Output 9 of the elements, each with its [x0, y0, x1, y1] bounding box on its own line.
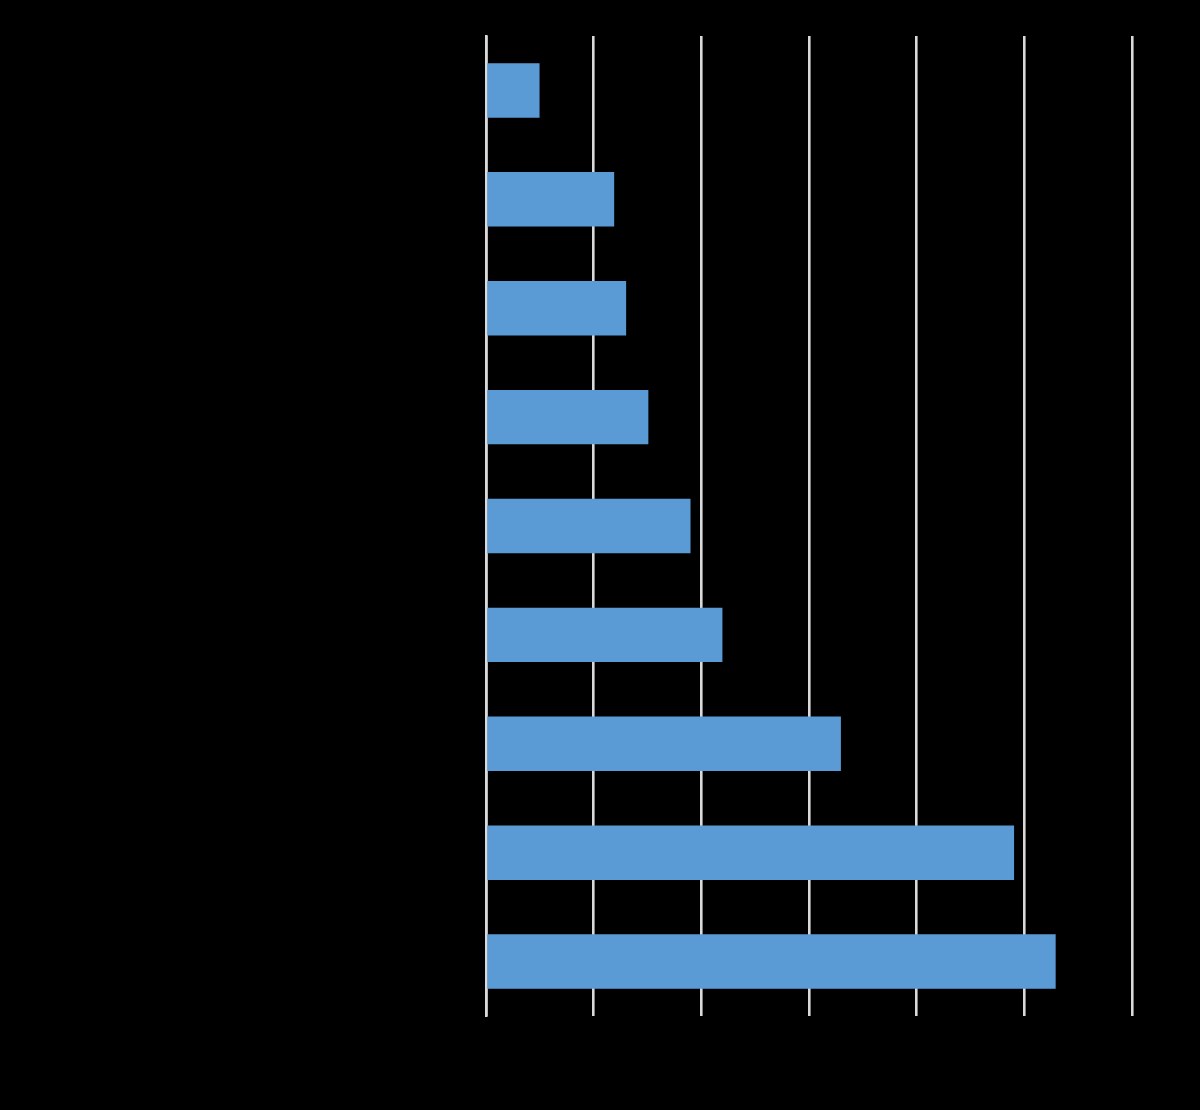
bar	[487, 63, 540, 118]
bar	[487, 825, 1015, 880]
bar	[487, 389, 649, 445]
bar	[487, 172, 615, 227]
bar	[487, 281, 627, 336]
bar	[487, 498, 691, 554]
bar	[487, 607, 723, 663]
bar	[487, 934, 1056, 989]
bar	[487, 716, 841, 771]
